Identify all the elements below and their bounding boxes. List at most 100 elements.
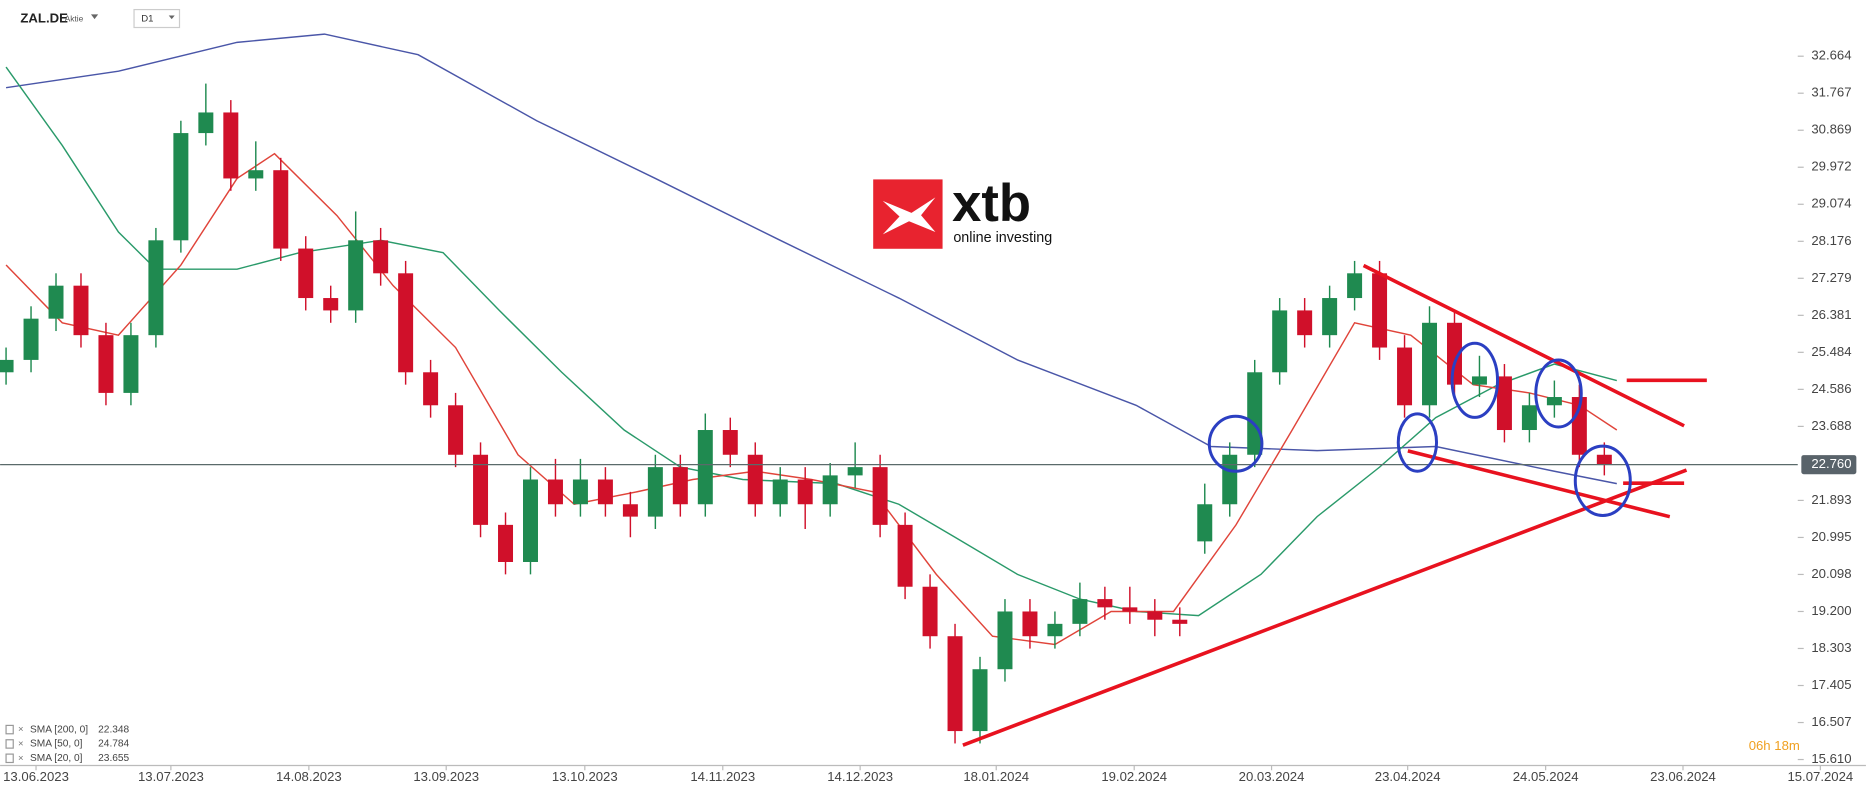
legend-icon-x: × bbox=[18, 753, 24, 764]
resistance-line bbox=[1362, 263, 1685, 428]
circle bbox=[1450, 341, 1500, 419]
candle-body bbox=[647, 467, 663, 517]
candle-body bbox=[547, 479, 563, 505]
candle-body bbox=[223, 112, 239, 179]
candle-body bbox=[1022, 611, 1038, 637]
dropdown-arrow[interactable] bbox=[90, 14, 99, 20]
support-line bbox=[962, 468, 1688, 747]
timeframe[interactable]: D1 bbox=[141, 14, 153, 25]
candle-body bbox=[198, 112, 214, 134]
candle-body bbox=[173, 133, 189, 241]
legend-icon-x: × bbox=[18, 724, 24, 735]
y-tick-label: 28.176 bbox=[1811, 233, 1851, 248]
y-tick-label: 30.869 bbox=[1811, 122, 1851, 137]
candle-body bbox=[672, 467, 688, 505]
x-tick-label: 19.02.2024 bbox=[1101, 769, 1167, 784]
legend-value: 22.348 bbox=[98, 724, 129, 735]
y-tick-label: 20.995 bbox=[1811, 529, 1851, 544]
candle-body bbox=[0, 359, 14, 373]
candle-body bbox=[248, 170, 264, 179]
candle-body bbox=[1222, 454, 1238, 505]
candle-body bbox=[23, 318, 39, 360]
candle-body bbox=[448, 405, 464, 455]
x-tick-label: 23.06.2024 bbox=[1650, 769, 1716, 784]
trend-lines bbox=[962, 263, 1707, 747]
last-price-label: 22.760 bbox=[1811, 456, 1851, 471]
candle-body bbox=[498, 524, 514, 562]
candle-body bbox=[1272, 310, 1288, 373]
candle-body bbox=[947, 636, 963, 732]
candle-body bbox=[847, 467, 863, 476]
y-tick-label: 19.200 bbox=[1811, 603, 1851, 618]
y-tick-label: 23.688 bbox=[1811, 418, 1851, 433]
x-tick-label: 14.08.2023 bbox=[276, 769, 342, 784]
y-tick-label: 20.098 bbox=[1811, 566, 1851, 581]
candle-body bbox=[997, 611, 1013, 670]
x-tick-label: 15.07.2024 bbox=[1787, 769, 1853, 784]
dropdown-arrow[interactable] bbox=[168, 15, 175, 20]
countdown: 06h 18m bbox=[1749, 738, 1800, 753]
circle bbox=[1573, 444, 1632, 517]
candle-body bbox=[398, 273, 414, 373]
logo-x bbox=[882, 197, 936, 235]
sma-line bbox=[5, 33, 1617, 485]
x-tick-label: 18.01.2024 bbox=[963, 769, 1029, 784]
candle-body bbox=[148, 240, 164, 336]
symbol[interactable]: ZAL.DE bbox=[20, 11, 68, 26]
candle-body bbox=[1422, 322, 1438, 406]
logo-text: xtb bbox=[952, 174, 1031, 233]
candle-body bbox=[747, 454, 763, 505]
candle-body bbox=[1072, 599, 1088, 624]
candle-body bbox=[1247, 372, 1263, 455]
candle-body bbox=[1147, 611, 1163, 620]
candle-body bbox=[597, 479, 613, 505]
candle-body bbox=[73, 285, 89, 336]
legend-name: SMA [20, 0] bbox=[30, 753, 83, 764]
logo: xtb online investing bbox=[873, 174, 1052, 249]
candle-body bbox=[797, 479, 813, 505]
circle bbox=[1207, 414, 1264, 473]
candle-body bbox=[423, 372, 439, 406]
candle-body bbox=[1047, 623, 1063, 637]
candle-body bbox=[1397, 347, 1413, 406]
candle-body bbox=[1521, 405, 1537, 431]
candle-body bbox=[1297, 310, 1313, 336]
y-tick-label: 29.074 bbox=[1811, 196, 1851, 211]
candle-body bbox=[1347, 273, 1363, 299]
timeframe-box[interactable] bbox=[133, 8, 181, 29]
x-tick-label: 14.12.2023 bbox=[827, 769, 893, 784]
candle-body bbox=[822, 475, 838, 505]
legend-value: 24.784 bbox=[98, 739, 129, 750]
candle-body bbox=[1471, 376, 1487, 385]
legend-icon bbox=[5, 753, 14, 764]
candle-body bbox=[323, 298, 339, 311]
circle bbox=[1396, 412, 1439, 473]
candle-body bbox=[298, 248, 314, 299]
legend-name: SMA [50, 0] bbox=[30, 739, 83, 750]
candle-body bbox=[348, 240, 364, 311]
candle-body bbox=[373, 240, 389, 274]
y-tick-label: 18.303 bbox=[1811, 640, 1851, 655]
candle-body bbox=[1546, 397, 1562, 406]
logo-tagline: online investing bbox=[953, 230, 1052, 246]
legend-name: SMA [200, 0] bbox=[30, 724, 88, 735]
legend-icon bbox=[5, 739, 14, 749]
y-tick-label: 17.405 bbox=[1811, 677, 1851, 692]
y-tick-label: 24.586 bbox=[1811, 381, 1851, 396]
candle-body bbox=[897, 524, 913, 587]
y-tick-label: 31.767 bbox=[1811, 85, 1851, 100]
candle-body bbox=[1097, 599, 1113, 608]
y-tick-label: 27.279 bbox=[1811, 270, 1851, 285]
candle-body bbox=[1122, 607, 1138, 612]
candle-body bbox=[722, 430, 738, 455]
x-tick-label: 13.10.2023 bbox=[552, 769, 618, 784]
candle-body bbox=[972, 669, 988, 732]
candle-body bbox=[123, 335, 139, 393]
channel-line bbox=[1407, 449, 1671, 519]
candle-body bbox=[1322, 298, 1338, 336]
x-tick-label: 13.07.2023 bbox=[138, 769, 204, 784]
last-price-box bbox=[1801, 455, 1857, 475]
legend-icon-x: × bbox=[18, 738, 24, 749]
